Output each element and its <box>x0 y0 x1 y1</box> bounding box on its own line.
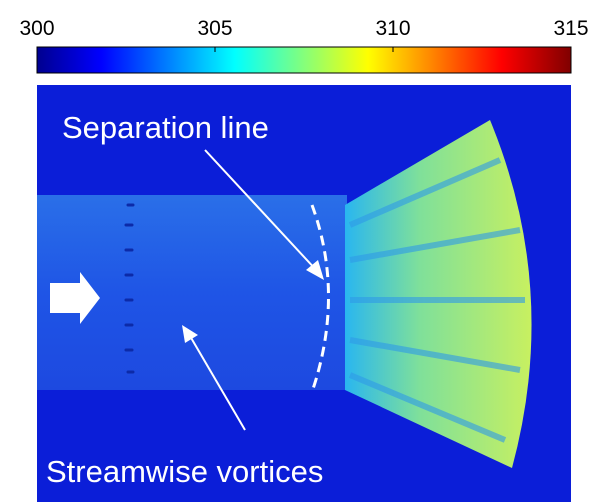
thermal-image: Separation line Streamwise vortices <box>37 85 571 502</box>
arrow-line <box>204 149 319 273</box>
annotation: Streamwise vortices <box>46 454 323 489</box>
tick-label: 310 <box>375 17 410 40</box>
colorbar <box>36 46 572 74</box>
flow-arrow <box>50 272 100 324</box>
separation-line <box>310 204 330 393</box>
colorbar-ticks: 300 305 310 315 <box>19 17 589 52</box>
annotation: Separation line <box>62 110 269 145</box>
tick-label: 305 <box>197 17 232 40</box>
arrow-head <box>182 325 198 343</box>
arrow-line <box>189 335 246 431</box>
vortices <box>124 203 135 374</box>
streaks <box>348 157 525 443</box>
tick-label: 315 <box>553 17 588 40</box>
tick-label: 300 <box>19 17 54 40</box>
arrow-head <box>306 260 324 280</box>
